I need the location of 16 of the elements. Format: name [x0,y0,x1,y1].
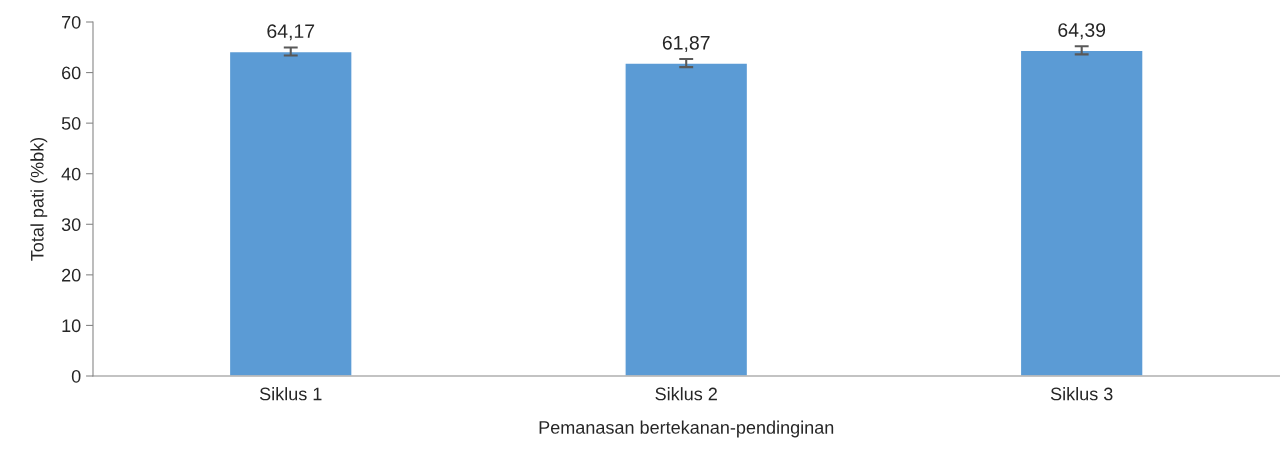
y-tick-label: 60 [62,66,81,80]
x-tick-label: Siklus 3 [1050,387,1113,401]
data-label: 64,17 [267,24,315,41]
x-tick-label: Siklus 2 [655,387,717,401]
data-label: 64,39 [1058,23,1106,40]
y-tick-label: 50 [61,117,81,130]
x-tick-label: Siklus 1 [259,387,322,401]
data-label: 61,87 [662,35,710,52]
y-tick-label: 30 [61,218,81,232]
y-tick-label: 40 [61,167,81,181]
y-tick-label: 0 [71,369,81,383]
x-axis-title: Pemanasan bertekanan-pendinginan [539,420,834,438]
y-tick-label: 20 [62,268,81,282]
y-tick-label: 70 [62,15,81,29]
y-tick-label: 10 [62,319,81,333]
y-axis-title: Total pati (%bk) [30,137,48,261]
